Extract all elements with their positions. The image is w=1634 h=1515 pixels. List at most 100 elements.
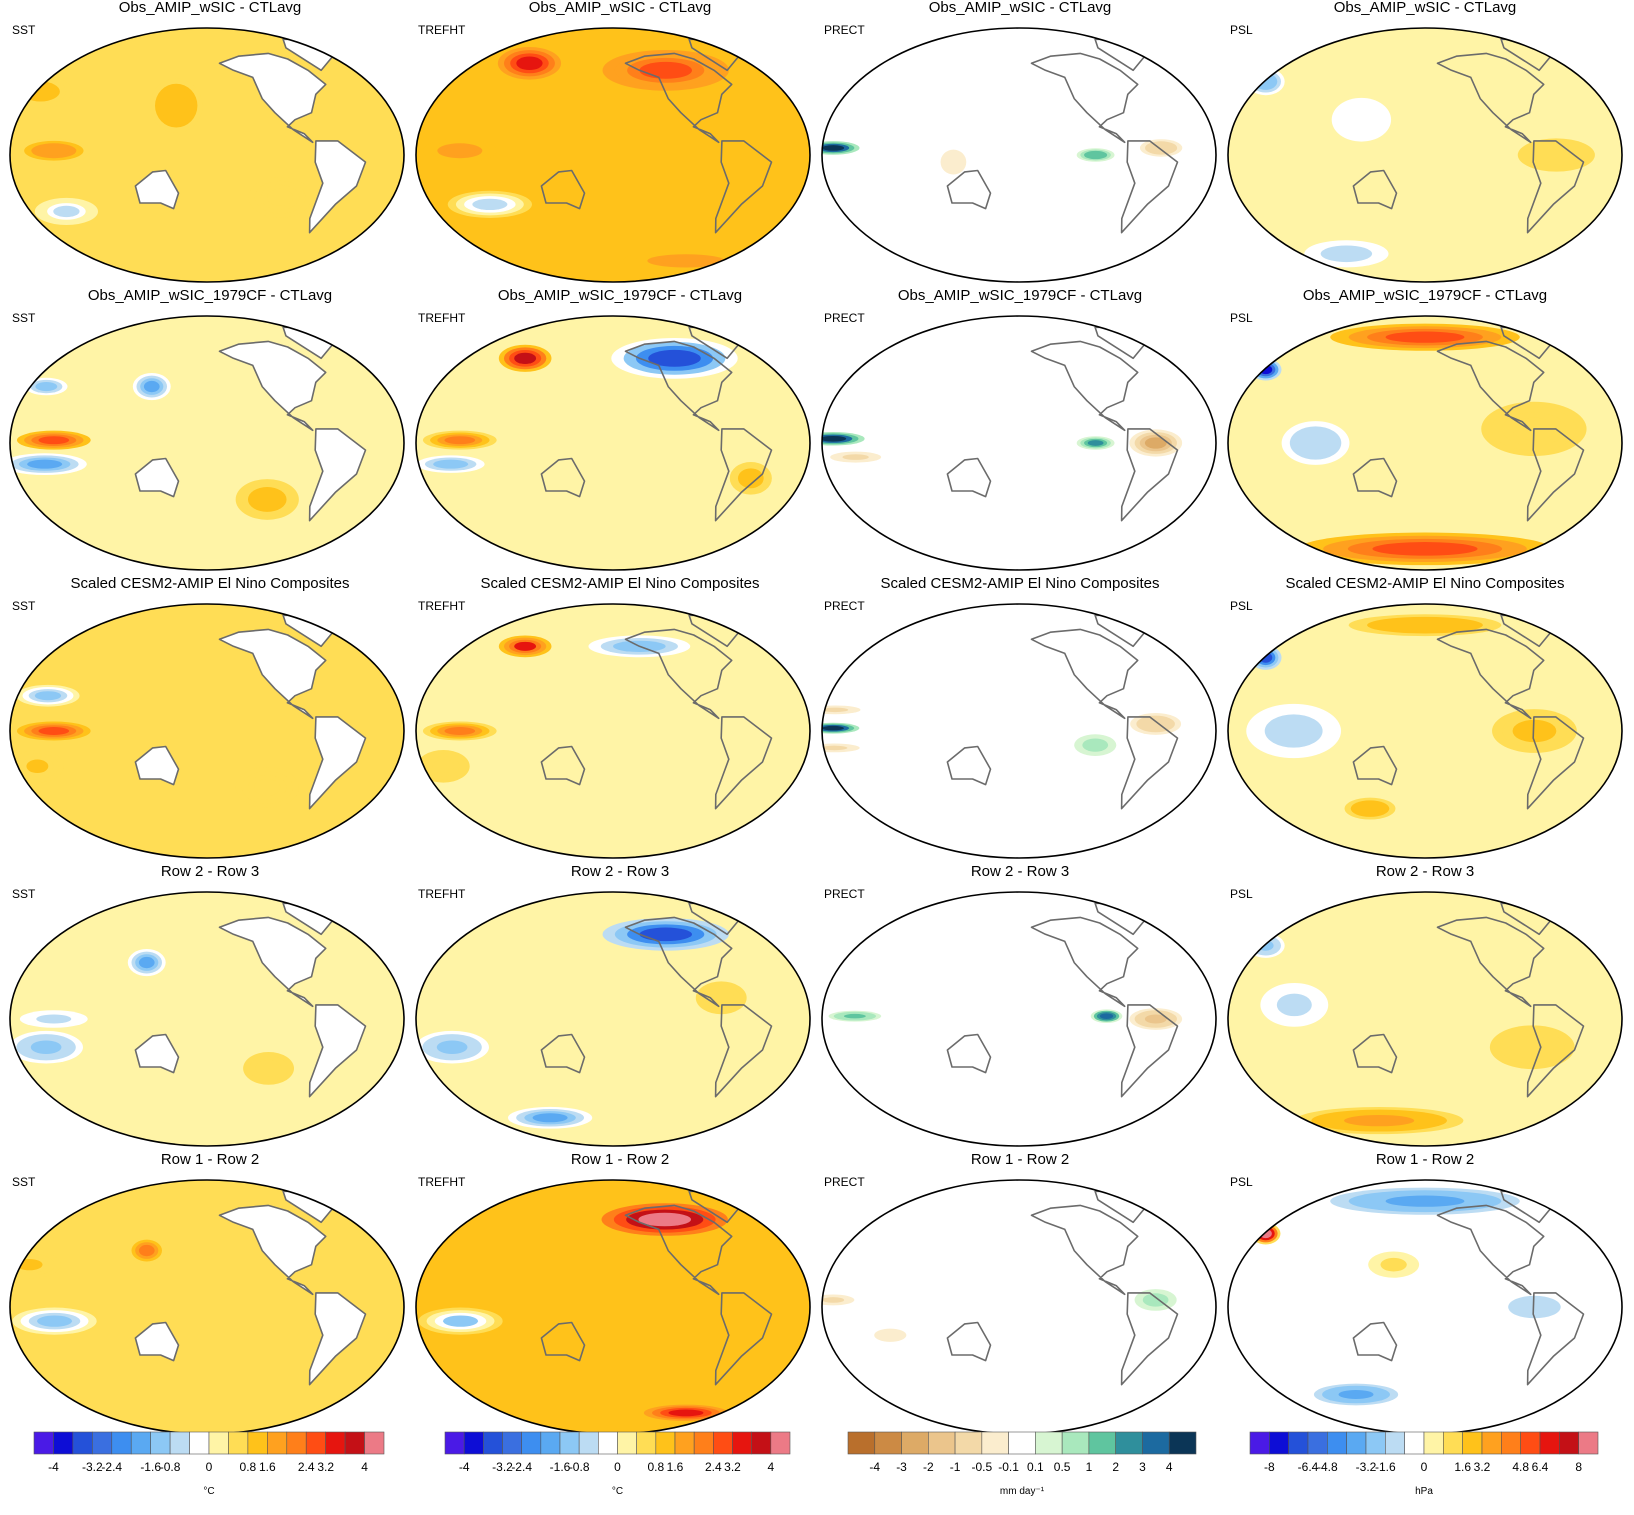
colorbar-swatch (286, 1431, 307, 1455)
colorbar-tick-label: 0 (206, 1460, 213, 1474)
map-panel: Row 2 - Row 3 SST (9, 863, 405, 1147)
anomaly-contour (432, 759, 455, 774)
variable-label: PRECT (824, 1175, 865, 1189)
coastline (1352, 457, 1398, 498)
colorbar-row: -4 -3.2-2.4 -1.6-0.8 0 0.8 1.6 2.4 3.2 4°C-4 -3.2… (33, 1431, 1599, 1497)
colorbar-swatch (874, 1431, 902, 1455)
map-border (1227, 603, 1623, 859)
anomaly-contour (1087, 440, 1104, 446)
anomaly-contour (879, 1330, 902, 1340)
variable-label: PRECT (824, 23, 865, 37)
anomaly-contour (254, 490, 281, 508)
coastline (714, 716, 773, 810)
coastline (1436, 340, 1545, 432)
variable-label: PRECT (824, 599, 865, 613)
colorbar-swatch (540, 1431, 561, 1455)
colorbar-tick-label: -3 (896, 1460, 907, 1474)
coastline (1526, 716, 1585, 810)
coastline (1436, 916, 1545, 1008)
anomaly-contour (1346, 108, 1377, 132)
colorbar-swatch (1288, 1431, 1309, 1455)
anomaly-contour (37, 1315, 73, 1327)
panel-title: Row 1 - Row 2 (161, 1151, 259, 1168)
coastline (624, 916, 733, 1008)
anomaly-contour (639, 61, 692, 79)
map-border (1227, 27, 1623, 283)
coastline (540, 457, 586, 498)
map-panel: Scaled CESM2-AMIP El Nino Composites PREC… (821, 575, 1217, 859)
anomaly-contour (143, 380, 160, 393)
colorbar-swatch (674, 1431, 695, 1455)
coastline (218, 916, 327, 1008)
colorbar-swatch (713, 1431, 733, 1455)
colorbar-swatch (92, 1431, 113, 1455)
anomaly-contour (30, 1040, 62, 1054)
colorbar-swatch (1501, 1431, 1521, 1455)
panel-title: Obs_AMIP_wSIC_1979CF - CTLavg (498, 287, 742, 304)
anomaly-contour (514, 352, 537, 364)
coastline (946, 1033, 992, 1074)
colorbar-swatch (1578, 1431, 1599, 1455)
anomaly-contour (516, 56, 543, 71)
coastline (946, 745, 992, 786)
panel-title: Obs_AMIP_wSIC - CTLavg (929, 0, 1112, 16)
coastline (134, 1321, 180, 1362)
variable-label: SST (12, 1175, 36, 1189)
anomaly-contour (822, 145, 845, 151)
coastline (624, 1204, 733, 1296)
map-border (9, 27, 405, 283)
colorbar-swatch (1088, 1431, 1116, 1455)
colorbar-tick-label: -6.4 (1298, 1460, 1319, 1474)
panel-title: Obs_AMIP_wSIC_1979CF - CTLavg (898, 287, 1142, 304)
coastline (540, 1033, 586, 1074)
variable-label: PSL (1230, 599, 1253, 613)
colorbar-tick-label: 0 (1421, 1460, 1428, 1474)
anomaly-contour (16, 1259, 43, 1271)
map-border (415, 27, 811, 283)
colorbar-swatch (1346, 1431, 1367, 1455)
coastline (1526, 140, 1585, 234)
variable-label: SST (12, 887, 36, 901)
variable-label: SST (12, 23, 36, 37)
panel-title: Row 1 - Row 2 (1376, 1151, 1474, 1168)
coastline (1030, 340, 1139, 432)
coastline (714, 1292, 773, 1386)
colorbar-swatch (1443, 1431, 1463, 1455)
variable-label: PRECT (824, 887, 865, 901)
anomaly-contour (742, 471, 760, 486)
map-panel: Obs_AMIP_wSIC - CTLavg SST (9, 0, 405, 283)
coastline (946, 457, 992, 498)
anomaly-contour (38, 145, 70, 156)
colorbar-swatch (463, 1431, 484, 1455)
anomaly-contour (1385, 331, 1465, 343)
colorbar-tick-label: 6.4 (1532, 1460, 1549, 1474)
colorbar-swatch (208, 1431, 229, 1455)
colorbar-tick-label: -2.4 (511, 1460, 532, 1474)
colorbar-tick-label: -4 (869, 1460, 880, 1474)
anomaly-contour (822, 1297, 845, 1303)
panel-title: Obs_AMIP_wSIC_1979CF - CTLavg (88, 287, 332, 304)
anomaly-contour (1512, 719, 1557, 743)
colorbar-units: °C (203, 1486, 214, 1497)
colorbar-swatch (1035, 1431, 1063, 1455)
colorbar-tick-label: -3.2 (82, 1460, 103, 1474)
map-border (415, 603, 811, 859)
colorbar-tick-label: 4.8 (1512, 1460, 1529, 1474)
anomaly-contour (1328, 248, 1364, 260)
coastline (1120, 140, 1179, 234)
panel-title: Scaled CESM2-AMIP El Nino Composites (71, 575, 350, 592)
colorbar-tick-label: 0.8 (240, 1460, 257, 1474)
colorbar-swatch (636, 1431, 657, 1455)
colorbar-swatch (732, 1431, 752, 1455)
panel-title: Obs_AMIP_wSIC - CTLavg (529, 0, 712, 16)
coastline (218, 340, 327, 432)
anomaly-contour (1372, 542, 1478, 556)
anomaly-contour (842, 454, 869, 460)
colorbar-swatch (559, 1431, 580, 1455)
coastline (1120, 428, 1179, 522)
colorbar-swatch (169, 1431, 190, 1455)
colorbar-tick-label: 1.6 (1454, 1460, 1471, 1474)
variable-label: TREFHT (418, 887, 466, 901)
colorbar-tick-label: -1 (950, 1460, 961, 1474)
